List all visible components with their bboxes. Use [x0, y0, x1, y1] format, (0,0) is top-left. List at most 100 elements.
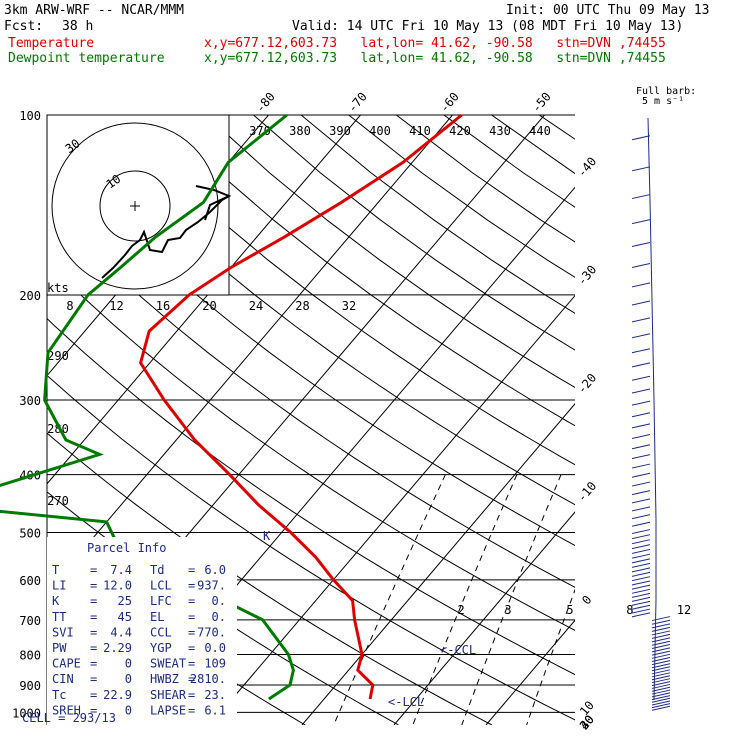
parcel-info-cell: 0 [125, 657, 132, 671]
wind-barb-flag [651, 703, 671, 709]
wind-barb-flag [631, 375, 651, 381]
wind-barb-flag [631, 166, 651, 172]
pressure-label: 900 [19, 679, 41, 693]
parcel-info-cell: CIN [52, 672, 74, 686]
wind-barb-flag [631, 135, 651, 141]
barb-legend-title: Full barb: [636, 86, 696, 97]
parcel-info-cell: = [90, 657, 97, 671]
wind-barb-flag [651, 705, 671, 711]
wind-barb-flag [631, 600, 651, 606]
wind-barb-flag [631, 558, 651, 564]
hodograph-axis-label: 24 [249, 299, 263, 313]
mixing-ratio-line [721, 475, 740, 725]
parcel-info-cell: = [90, 563, 97, 577]
parcel-info-cell: 7.4 [110, 563, 132, 577]
wind-barb-flag [651, 697, 671, 703]
hodograph-axis-label: 8 [66, 299, 73, 313]
parcel-info-cell: CCL [150, 625, 172, 639]
mixing-ratio-label: 8 [626, 603, 633, 617]
isotherm-label: -70 [345, 90, 370, 116]
parcel-info-cell: = [188, 625, 195, 639]
mixing-ratio-line [333, 474, 446, 725]
wind-barb-flag [651, 660, 671, 666]
adiabat-label: 420 [449, 124, 471, 138]
dry-adiabat-line [205, 115, 575, 389]
side-adiabat-label: 270 [47, 494, 69, 508]
wind-barb-flag [631, 521, 651, 527]
wind-barb-flag [631, 317, 651, 323]
parcel-info-cell: YGP [150, 641, 172, 655]
parcel-info-cell: = [188, 657, 195, 671]
wind-barb-flag [651, 657, 671, 662]
dry-adiabat-line [110, 115, 575, 466]
wind-barb-flag [651, 683, 671, 689]
wind-barb-flag [631, 348, 651, 354]
parcel-info-cell: = [90, 579, 97, 593]
parcel-info-cell: = [90, 641, 97, 655]
isotherm-label: -60 [437, 90, 462, 116]
dewpoint-profile [0, 113, 295, 701]
wind-barb-flag [651, 623, 671, 629]
parcel-info-cell: = [90, 688, 97, 702]
wind-barb-flag [631, 194, 651, 200]
dry-adiabat-line [47, 261, 575, 631]
wind-barb-flag [631, 423, 651, 429]
isotherm-label: 40 [577, 712, 597, 732]
wind-barb-flag [651, 666, 671, 672]
wind-barb-flag [631, 592, 651, 598]
parcel-info-cell: LAPSE [150, 703, 186, 717]
wind-barb-flag [631, 553, 651, 559]
wind-barb-flag [631, 588, 651, 594]
wind-barb-flag [631, 444, 651, 450]
parcel-info-cell: 23. [204, 688, 226, 702]
wind-barb-flag [651, 653, 671, 659]
wind-barbs [631, 117, 671, 711]
hodograph-axis-label: 28 [295, 299, 309, 313]
pressure-label: 800 [19, 648, 41, 662]
isotherm-label: -40 [575, 154, 600, 180]
isotherm-label: -20 [575, 371, 600, 397]
isotherm-label: -50 [529, 90, 554, 116]
wind-barb-flag [631, 548, 651, 554]
wind-barb-flag [651, 663, 671, 669]
wind-barb-flag [631, 576, 651, 582]
parcel-info-cell: 109 [204, 657, 226, 671]
wind-barb-flag [631, 498, 651, 504]
wind-barb-flag [651, 633, 671, 639]
isotherm-line [393, 511, 575, 725]
wind-barb-flag [651, 669, 671, 675]
wind-barb-flag [631, 506, 651, 512]
wind-barb-flag [631, 282, 651, 288]
parcel-info-cell: = [90, 703, 97, 717]
parcel-info-cell: SWEAT [150, 657, 186, 671]
dry-adiabat-line [682, 115, 740, 725]
parcel-info-cell: LCL [150, 579, 172, 593]
dewpoint-location: x,y=677.12,603.73 lat,lon= 41.62, -90.58… [204, 51, 666, 66]
wind-barb-flag [651, 619, 671, 625]
k-marker: K [263, 529, 271, 543]
wind-barb-flag [651, 647, 671, 653]
isotherm-label: -80 [253, 90, 278, 116]
dry-adiabat-line [348, 115, 575, 278]
wind-barb-flag [631, 539, 651, 545]
dry-adiabat-line [62, 115, 575, 506]
ccl-marker: <-CCL [440, 643, 476, 657]
temperature-legend: Temperature [8, 36, 95, 51]
wind-barb-flag [651, 616, 671, 622]
wind-barb-flag [651, 681, 671, 687]
temperature-location: x,y=677.12,603.73 lat,lon= 41.62, -90.58… [204, 36, 666, 51]
wind-barb-flag [631, 567, 651, 573]
dry-adiabat-line [395, 115, 575, 243]
parcel-info-cell: = [188, 641, 195, 655]
forecast-label: Fcst: [4, 19, 44, 34]
parcel-info-cell: K [52, 594, 60, 608]
parcel-info-cell: 770. [197, 625, 226, 639]
wind-barb-flag [631, 608, 651, 614]
wind-barb-flag [631, 362, 651, 368]
adiabat-label: 400 [369, 124, 391, 138]
isotherm-line [47, 115, 361, 485]
wind-barb-flag [651, 650, 671, 656]
wind-barb-flag [631, 562, 651, 568]
pressure-label: 600 [19, 574, 41, 588]
